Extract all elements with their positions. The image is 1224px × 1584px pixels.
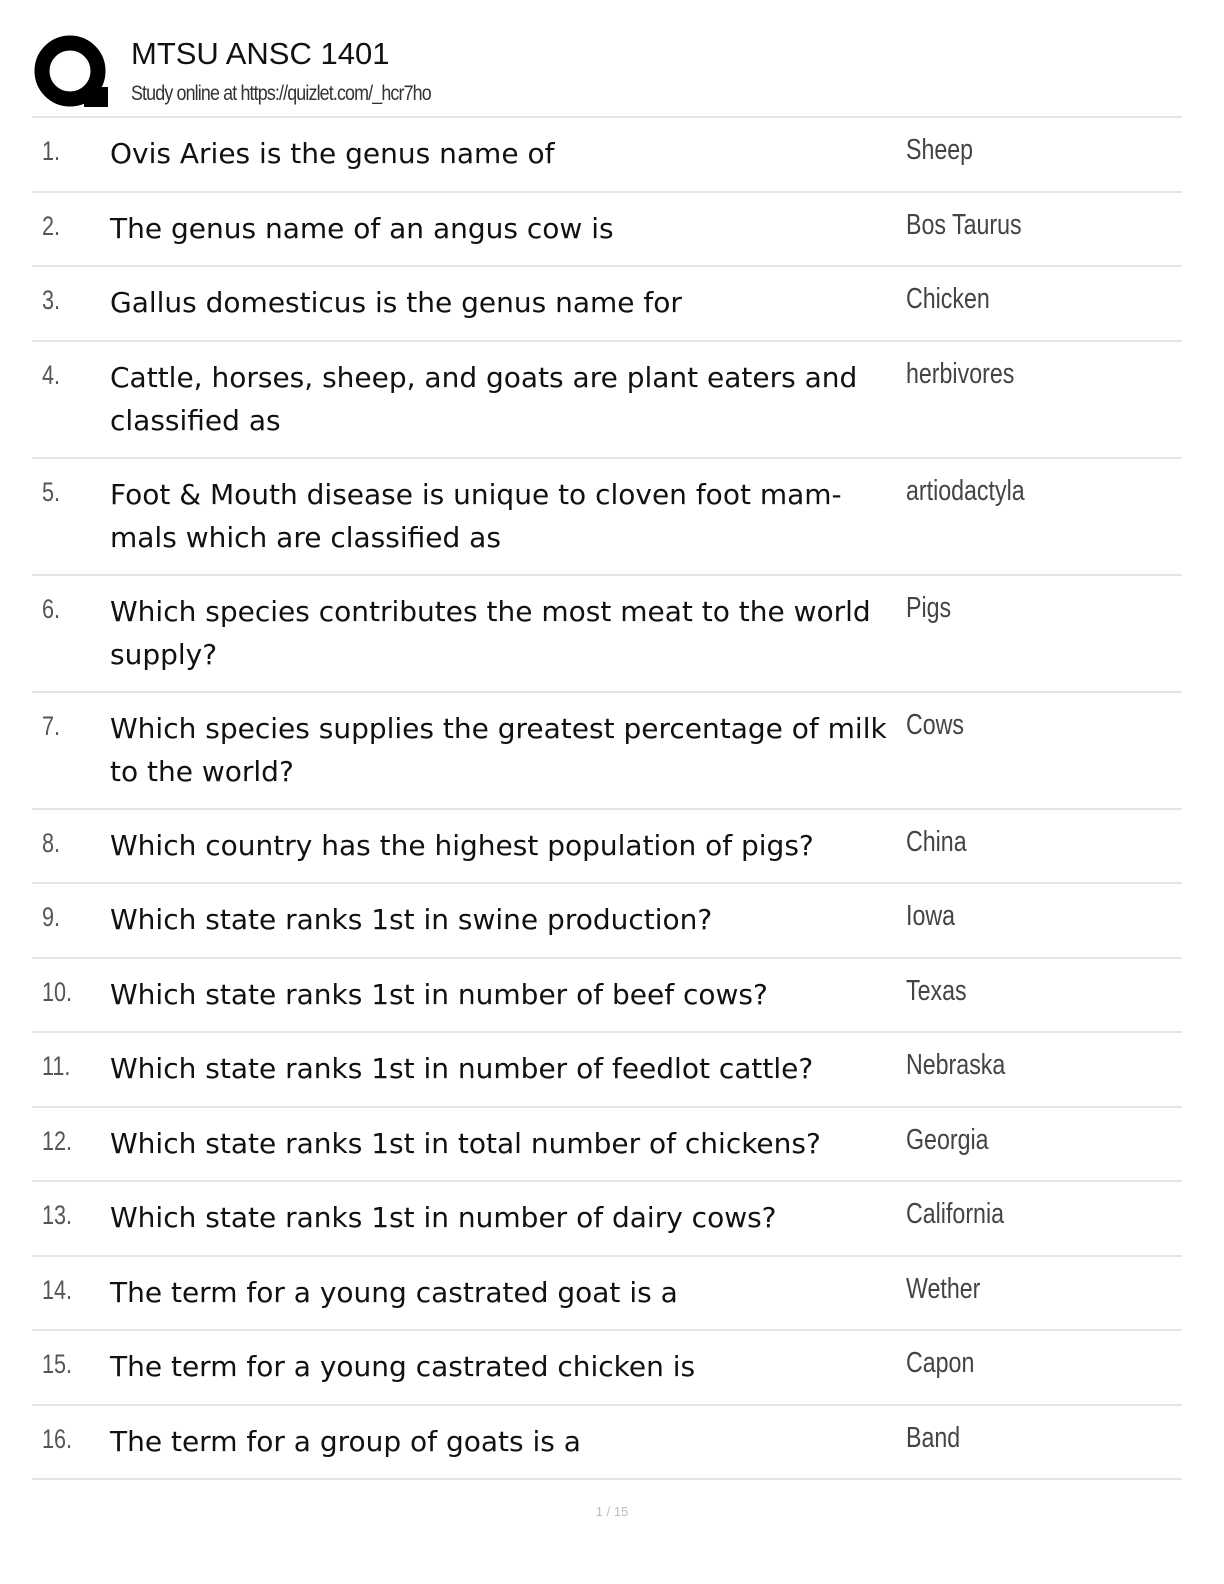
- card-row: 15. The term for a young castrated chicke…: [32, 1331, 1182, 1406]
- card-answer: herbivores: [906, 357, 1015, 390]
- card-question: Which species supplies the greatest perc…: [110, 711, 887, 788]
- card-question: Which state ranks 1st in number of feedl…: [110, 1052, 814, 1085]
- card-answer: Pigs: [906, 591, 952, 624]
- card-answer: Texas: [906, 974, 967, 1007]
- card-number: 13.: [42, 1200, 73, 1230]
- card-number: 6.: [42, 593, 61, 624]
- card-number: 12.: [42, 1125, 73, 1156]
- card-row: 8. Which country has the highest populati…: [32, 810, 1182, 884]
- card-number: 8.: [42, 827, 61, 858]
- card-answer: Capon: [906, 1347, 975, 1379]
- card-number: 11.: [42, 1051, 71, 1081]
- card-answer: Georgia: [906, 1123, 989, 1156]
- card-question: Gallus domesticus is the genus name for: [110, 286, 682, 319]
- card-number: 16.: [42, 1423, 73, 1454]
- card-answer: California: [906, 1198, 1004, 1230]
- card-answer: Chicken: [906, 283, 990, 315]
- card-question: Which country has the highest population…: [110, 828, 814, 862]
- card-number: 3.: [42, 285, 61, 315]
- card-answer: Sheep: [906, 134, 974, 166]
- card-question: The term for a young castrated chicken i…: [110, 1350, 696, 1383]
- card-question: Cattle, horses, sheep, and goats are pla…: [110, 360, 858, 437]
- card-row: 10. Which state ranks 1st in number of be…: [32, 959, 1182, 1033]
- card-question: Ovis Aries is the genus name of: [110, 137, 555, 170]
- card-answer: Cows: [906, 708, 965, 741]
- card-row: 13. Which state ranks 1st in number of da…: [32, 1182, 1182, 1257]
- card-number: 10.: [42, 976, 73, 1007]
- card-number: 4.: [42, 359, 61, 390]
- card-row: 1. Ovis Aries is the genus name of Sheep: [32, 118, 1182, 193]
- card-row: 9. Which state ranks 1st in swine product…: [32, 884, 1182, 959]
- card-answer: artiodactyla: [906, 474, 1025, 507]
- card-question: Foot & Mouth disease is unique to cloven…: [110, 477, 842, 554]
- card-row: 2. The genus name of an angus cow is Bos T…: [32, 193, 1182, 267]
- card-answer: Band: [906, 1421, 961, 1454]
- card-number: 5.: [42, 476, 61, 507]
- card-row: 5. Foot & Mouth disease is unique to clov…: [32, 459, 1182, 576]
- card-answer: Wether: [906, 1272, 981, 1305]
- card-number: 2.: [42, 210, 61, 241]
- card-row: 7. Which species supplies the greatest pe…: [32, 693, 1182, 810]
- flashcard-list: 1. Ovis Aries is the genus name of Sheep 2.…: [32, 116, 1182, 1480]
- card-row: 12. Which state ranks 1st in total number…: [32, 1108, 1182, 1182]
- study-link: Study online at https://quizlet.com/_hcr…: [131, 82, 432, 105]
- card-answer: Bos Taurus: [906, 208, 1022, 241]
- card-answer: Iowa: [906, 900, 956, 932]
- card-question: Which state ranks 1st in number of dairy…: [110, 1201, 777, 1234]
- card-question: The genus name of an angus cow is: [110, 211, 614, 245]
- card-number: 1.: [42, 136, 61, 166]
- card-question: Which state ranks 1st in number of beef …: [110, 977, 768, 1011]
- card-question: Which state ranks 1st in total number of…: [110, 1126, 821, 1160]
- card-row: 4. Cattle, horses, sheep, and goats are p…: [32, 342, 1182, 459]
- header: MTSU ANSC 1401 Study online at https://q…: [32, 30, 1182, 116]
- card-row: 16. The term for a group of goats is a Ban…: [32, 1406, 1182, 1480]
- card-row: 11. Which state ranks 1st in number of fe…: [32, 1033, 1182, 1108]
- page-title: MTSU ANSC 1401: [131, 36, 390, 71]
- card-answer: China: [906, 825, 967, 858]
- page-number: 1 / 15: [595, 1504, 629, 1519]
- card-row: 3. Gallus domesticus is the genus name fo…: [32, 267, 1182, 342]
- card-question: Which species contributes the most meat …: [110, 594, 871, 671]
- card-question: The term for a young castrated goat is a: [110, 1275, 678, 1309]
- card-row: 14. The term for a young castrated goat i…: [32, 1257, 1182, 1331]
- card-number: 15.: [42, 1349, 73, 1379]
- card-row: 6. Which species contributes the most mea…: [32, 576, 1182, 693]
- card-number: 9.: [42, 902, 61, 932]
- card-question: The term for a group of goats is a: [110, 1424, 581, 1458]
- card-number: 14.: [42, 1274, 73, 1305]
- quizlet-logo-icon: [34, 35, 108, 107]
- card-question: Which state ranks 1st in swine productio…: [110, 903, 713, 936]
- card-number: 7.: [42, 710, 61, 741]
- card-answer: Nebraska: [906, 1049, 1006, 1081]
